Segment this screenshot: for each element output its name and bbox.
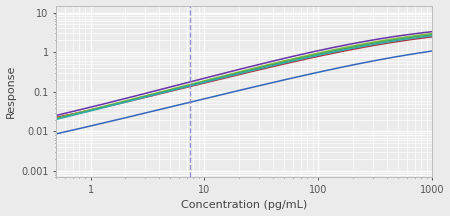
Y-axis label: Response: Response — [5, 65, 16, 118]
X-axis label: Concentration (pg/mL): Concentration (pg/mL) — [181, 200, 307, 210]
